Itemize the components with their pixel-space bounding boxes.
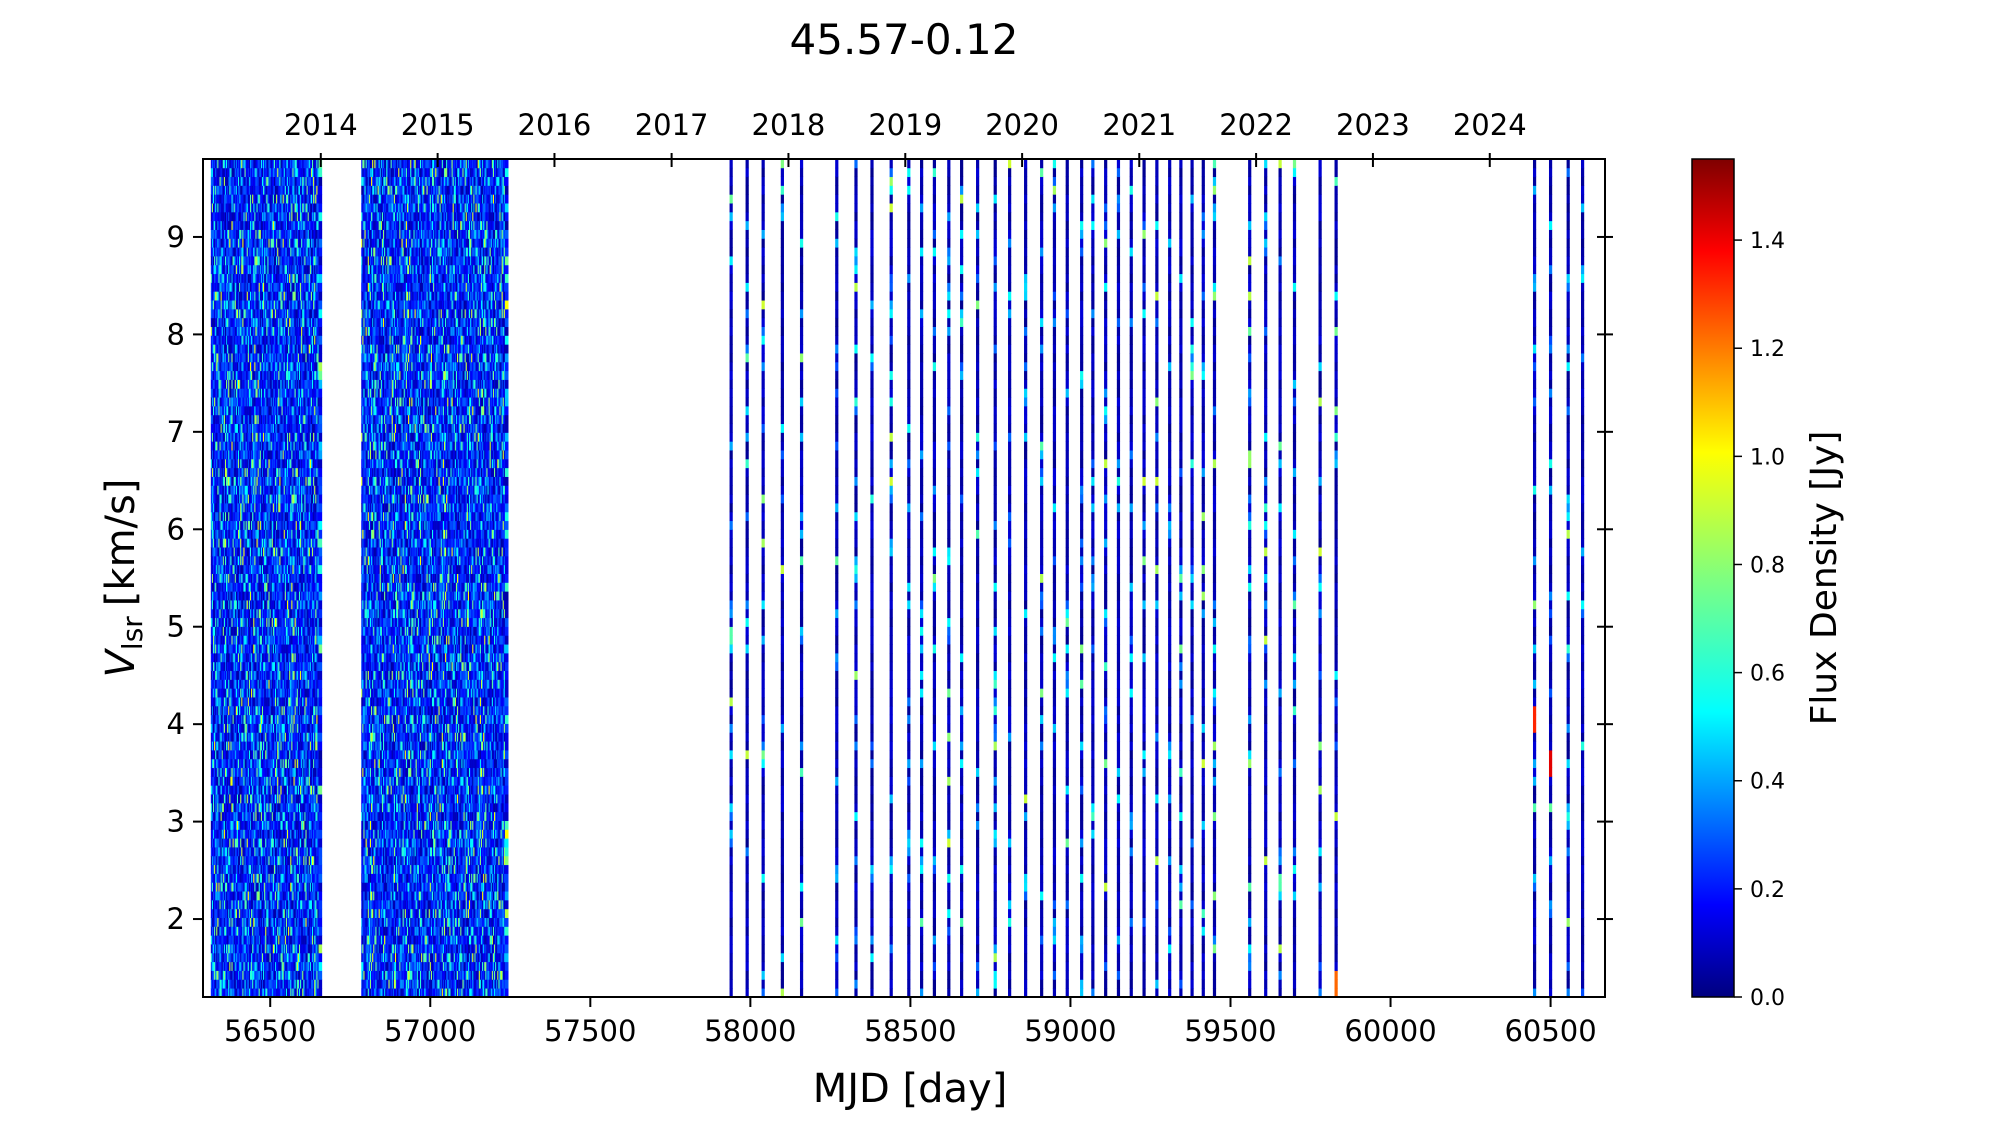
plot-area bbox=[211, 159, 1584, 997]
chart-title: 45.57-0.12 bbox=[790, 15, 1019, 64]
